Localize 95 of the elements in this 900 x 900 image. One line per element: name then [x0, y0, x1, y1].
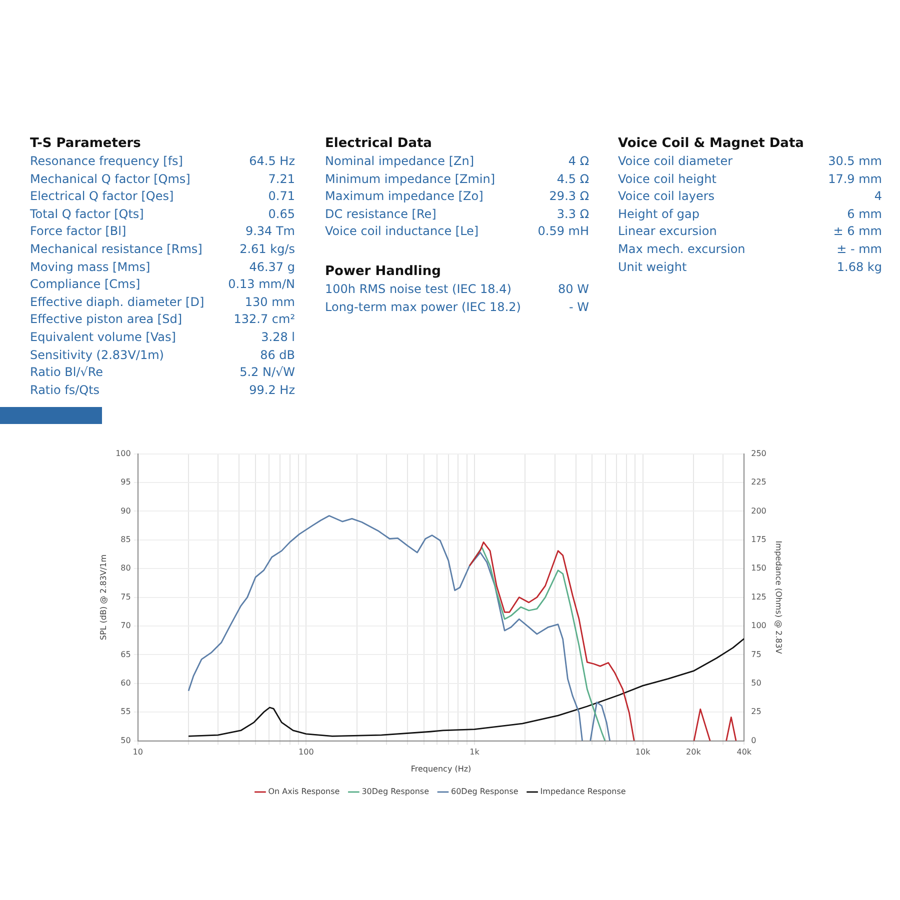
- y2-tick-label: 25: [751, 707, 762, 716]
- text: Power Handling: [325, 264, 442, 279]
- x-tick-label: 1k: [470, 748, 480, 757]
- text: Max mech. excursion: [618, 240, 746, 258]
- text: Effective diaph. diameter [D]: [30, 294, 204, 311]
- text: 64.5 Hz: [249, 153, 295, 170]
- text: 5.2 N/√W: [240, 364, 295, 382]
- text: Sensitivity (2.83V/1m): [30, 346, 164, 364]
- y2-tick-label: 150: [751, 564, 766, 573]
- text: ± - mm: [836, 240, 882, 258]
- text: Unit weight: [618, 258, 687, 276]
- text: 0.71: [268, 188, 295, 206]
- x-axis-title: Frequency (Hz): [410, 764, 472, 774]
- text: Voice coil inductance [Le]: [325, 223, 479, 240]
- y2-tick-label: 50: [751, 678, 762, 688]
- text: Equivalent volume [Vas]: [30, 328, 176, 346]
- y2-tick-label: 0: [751, 736, 756, 745]
- text: Mechanical Q factor [Qms]: [30, 170, 190, 188]
- x-tick-label: 10k: [635, 748, 651, 757]
- text: 2.61 kg/s: [240, 240, 295, 258]
- y2-tick-label: 75: [751, 650, 762, 659]
- text: 86 dB: [260, 346, 295, 364]
- text: Voice coil diameter: [618, 153, 733, 170]
- text: Effective piston area [Sd]: [30, 311, 182, 328]
- y-tick-label: 60: [120, 678, 131, 688]
- text: 1.68 kg: [836, 258, 882, 276]
- text: Voice coil layers: [618, 188, 715, 206]
- text: T-S Parameters: [30, 136, 142, 151]
- text: ± 6 mm: [833, 223, 882, 240]
- text: Electrical Data: [325, 136, 433, 151]
- text: Force factor [Bl]: [30, 223, 126, 240]
- text: Total Q factor [Qts]: [30, 206, 144, 223]
- text: 4: [874, 188, 882, 206]
- y2-axis-title: Impedance (Ohms) @ 2.83V: [774, 540, 784, 654]
- x-tick-label: 40k: [736, 748, 752, 757]
- y-axis-title: SPL (dB) @ 2.83V/1m: [98, 554, 108, 640]
- text: - W: [568, 298, 589, 316]
- legend-label: On Axis Response: [268, 787, 340, 796]
- text: 4 Ω: [568, 153, 589, 170]
- text: Height of gap: [618, 206, 700, 223]
- x-tick-label: 20k: [686, 748, 702, 757]
- text: Maximum impedance [Zo]: [325, 188, 484, 206]
- text: 3.3 Ω: [556, 206, 589, 223]
- y2-tick-label: 125: [751, 592, 766, 602]
- text: Ratio Bl/√Re: [30, 364, 104, 382]
- y2-tick-label: 225: [751, 478, 766, 487]
- text: 0.65: [268, 206, 295, 223]
- text: Voice Coil & Magnet Data: [618, 136, 805, 151]
- text: Mechanical resistance [Rms]: [30, 240, 202, 258]
- text: Resonance frequency [fs]: [30, 153, 183, 170]
- y2-tick-label: 100: [751, 621, 766, 630]
- text: Ratio fs/Qts: [30, 382, 100, 399]
- text: DC resistance [Re]: [325, 206, 436, 223]
- y2-tick-label: 175: [751, 534, 766, 544]
- text: 99.2 Hz: [249, 382, 295, 399]
- text: Minimum impedance [Zmin]: [325, 170, 496, 188]
- legend-label: Impedance Response: [540, 787, 626, 796]
- text: Compliance [Cms]: [30, 276, 140, 294]
- y2-tick-label: 250: [751, 448, 766, 458]
- text: 4.5 Ω: [556, 170, 589, 188]
- text: 0.13 mm/N: [228, 276, 295, 294]
- text: 130 mm: [244, 294, 295, 311]
- y-tick-label: 75: [120, 592, 131, 602]
- text: 80 W: [558, 281, 589, 298]
- text: Moving mass [Mms]: [30, 258, 150, 276]
- legend-label: 60Deg Response: [450, 787, 518, 796]
- text: 30.5 mm: [828, 153, 882, 170]
- y-tick-label: 90: [120, 506, 131, 516]
- y-tick-label: 100: [116, 448, 131, 458]
- text: Long-term max power (IEC 18.2): [325, 298, 521, 316]
- text: Electrical Q factor [Qes]: [30, 188, 174, 206]
- x-tick-label: 100: [298, 748, 314, 757]
- text: Voice coil height: [618, 170, 716, 188]
- y-tick-label: 85: [120, 534, 131, 544]
- y-tick-label: 65: [120, 650, 131, 659]
- legend-label: 30Deg Response: [362, 787, 430, 796]
- y-tick-label: 95: [120, 478, 131, 487]
- text: Linear excursion: [618, 223, 717, 240]
- text: 100h RMS noise test (IEC 18.4): [325, 281, 512, 298]
- text: 7.21: [268, 170, 295, 188]
- x-tick-label: 10: [132, 748, 143, 757]
- text: 9.34 Tm: [245, 223, 295, 240]
- text: 46.37 g: [249, 258, 295, 276]
- y-tick-label: 70: [120, 621, 131, 630]
- text: 29.3 Ω: [549, 188, 589, 206]
- text: Nominal impedance [Zn]: [325, 153, 474, 170]
- y2-tick-label: 200: [751, 506, 766, 516]
- text: 6 mm: [847, 206, 882, 223]
- text: 0.59 mH: [538, 223, 589, 240]
- text: 132.7 cm²: [234, 311, 295, 328]
- y-tick-label: 80: [120, 564, 131, 573]
- text: 3.28 l: [261, 328, 295, 346]
- y-tick-label: 50: [120, 736, 131, 745]
- y-tick-label: 55: [120, 707, 131, 716]
- text: 17.9 mm: [828, 170, 882, 188]
